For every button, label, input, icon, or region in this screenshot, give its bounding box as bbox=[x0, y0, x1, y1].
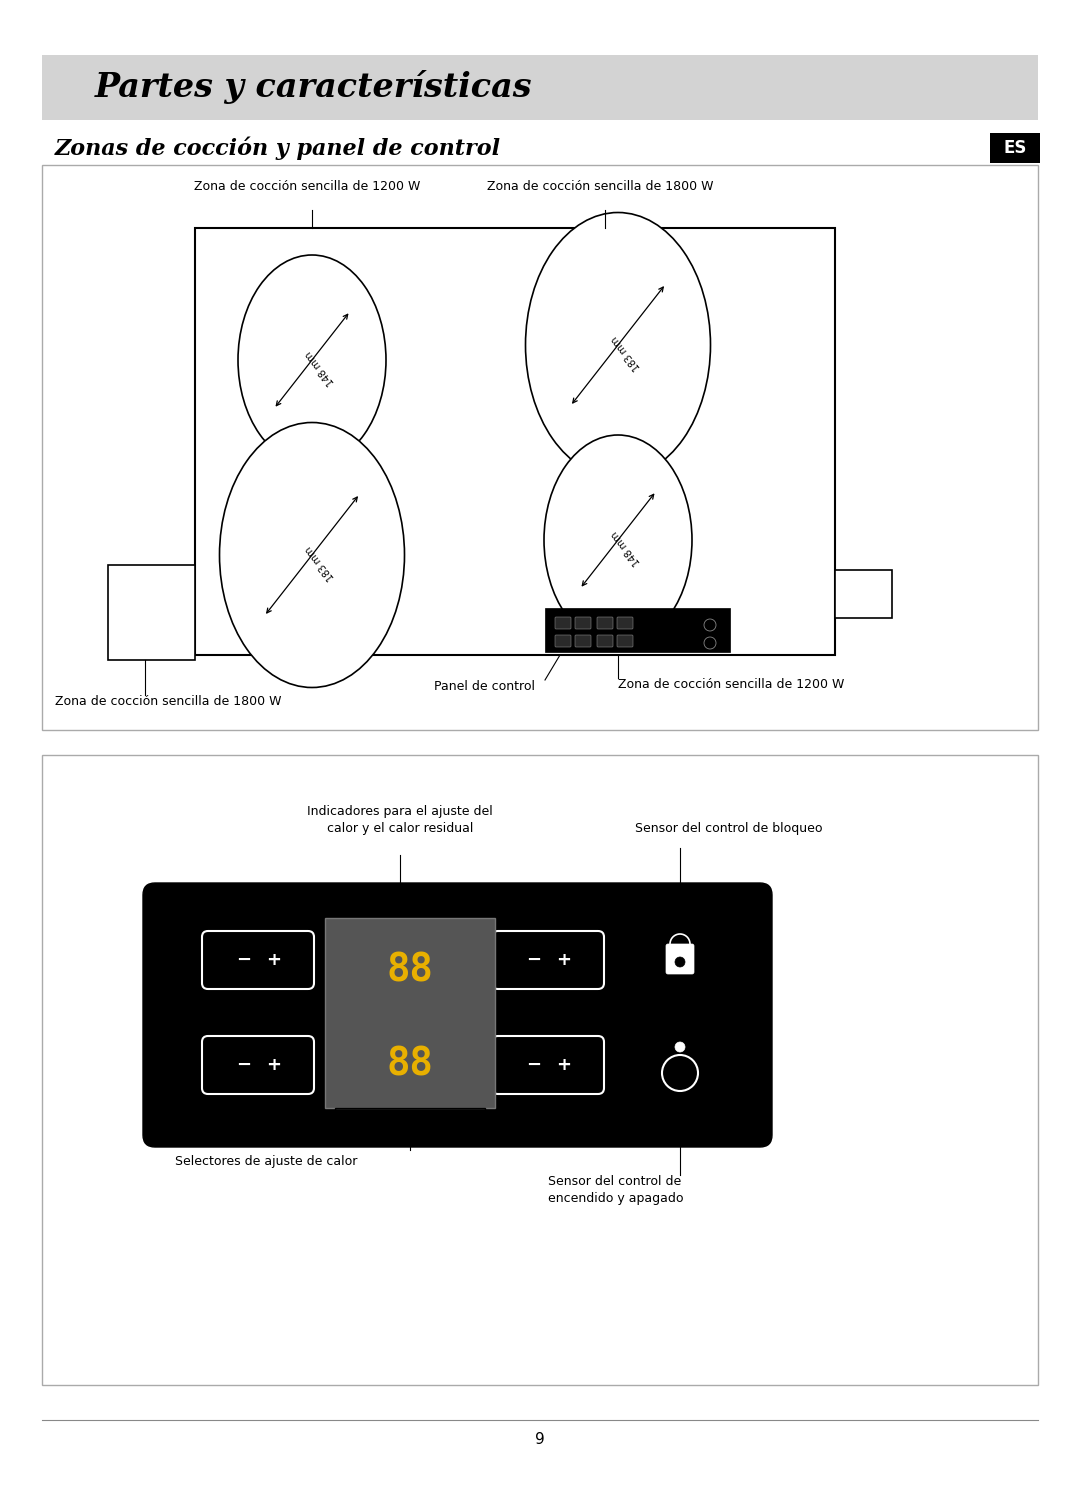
Bar bbox=[42, 165, 1038, 730]
Text: 9: 9 bbox=[535, 1433, 545, 1447]
Bar bbox=[335, 1109, 485, 1120]
Text: Zonas de cocción y panel de control: Zonas de cocción y panel de control bbox=[55, 137, 501, 160]
Text: Zona de cocción sencilla de 1200 W: Zona de cocción sencilla de 1200 W bbox=[193, 180, 420, 193]
Text: ES: ES bbox=[1003, 140, 1027, 158]
Text: 148 mm: 148 mm bbox=[303, 349, 336, 386]
FancyBboxPatch shape bbox=[555, 635, 571, 646]
Bar bbox=[195, 227, 835, 655]
Text: Sensor del control de
encendido y apagado: Sensor del control de encendido y apagad… bbox=[548, 1175, 684, 1205]
FancyBboxPatch shape bbox=[202, 932, 314, 990]
FancyBboxPatch shape bbox=[555, 617, 571, 629]
Text: 148 mm: 148 mm bbox=[609, 529, 643, 568]
Text: −: − bbox=[237, 951, 252, 969]
Bar bbox=[990, 134, 1040, 163]
Text: Sensor del control de bloqueo: Sensor del control de bloqueo bbox=[635, 822, 823, 835]
Text: 88: 88 bbox=[387, 1046, 433, 1083]
Circle shape bbox=[675, 1042, 685, 1052]
Text: 183 mm: 183 mm bbox=[609, 334, 643, 372]
Text: Zona de cocción sencilla de 1200 W: Zona de cocción sencilla de 1200 W bbox=[618, 678, 845, 691]
FancyBboxPatch shape bbox=[575, 617, 591, 629]
Text: Partes y características: Partes y características bbox=[95, 70, 532, 104]
Text: 183 mm: 183 mm bbox=[303, 544, 336, 583]
Ellipse shape bbox=[544, 435, 692, 645]
Bar bbox=[108, 565, 195, 660]
Bar bbox=[545, 608, 730, 652]
FancyBboxPatch shape bbox=[492, 1036, 604, 1094]
FancyBboxPatch shape bbox=[492, 932, 604, 990]
Text: +: + bbox=[556, 951, 571, 969]
Circle shape bbox=[675, 957, 685, 967]
FancyBboxPatch shape bbox=[575, 635, 591, 646]
Text: Panel de control: Panel de control bbox=[434, 681, 535, 692]
FancyBboxPatch shape bbox=[597, 617, 613, 629]
FancyBboxPatch shape bbox=[666, 944, 694, 973]
Ellipse shape bbox=[219, 422, 405, 688]
Text: +: + bbox=[556, 1057, 571, 1074]
FancyBboxPatch shape bbox=[202, 1036, 314, 1094]
Text: Selectores de ajuste de calor: Selectores de ajuste de calor bbox=[175, 1155, 357, 1168]
Text: −: − bbox=[526, 1057, 541, 1074]
Text: Zona de cocción sencilla de 1800 W: Zona de cocción sencilla de 1800 W bbox=[55, 695, 282, 707]
Text: 88: 88 bbox=[387, 951, 433, 990]
Bar bbox=[835, 571, 892, 618]
Bar bbox=[42, 55, 1038, 120]
Ellipse shape bbox=[526, 212, 711, 477]
Text: +: + bbox=[267, 1057, 282, 1074]
Text: −: − bbox=[526, 951, 541, 969]
Text: Zona de cocción sencilla de 1800 W: Zona de cocción sencilla de 1800 W bbox=[487, 180, 713, 193]
FancyBboxPatch shape bbox=[597, 635, 613, 646]
Text: Indicadores para el ajuste del
calor y el calor residual: Indicadores para el ajuste del calor y e… bbox=[307, 805, 492, 835]
Text: −: − bbox=[237, 1057, 252, 1074]
FancyBboxPatch shape bbox=[143, 883, 772, 1147]
FancyBboxPatch shape bbox=[617, 617, 633, 629]
Ellipse shape bbox=[238, 256, 386, 465]
Text: +: + bbox=[267, 951, 282, 969]
FancyBboxPatch shape bbox=[617, 635, 633, 646]
Bar bbox=[325, 918, 495, 1109]
Bar bbox=[42, 755, 1038, 1385]
